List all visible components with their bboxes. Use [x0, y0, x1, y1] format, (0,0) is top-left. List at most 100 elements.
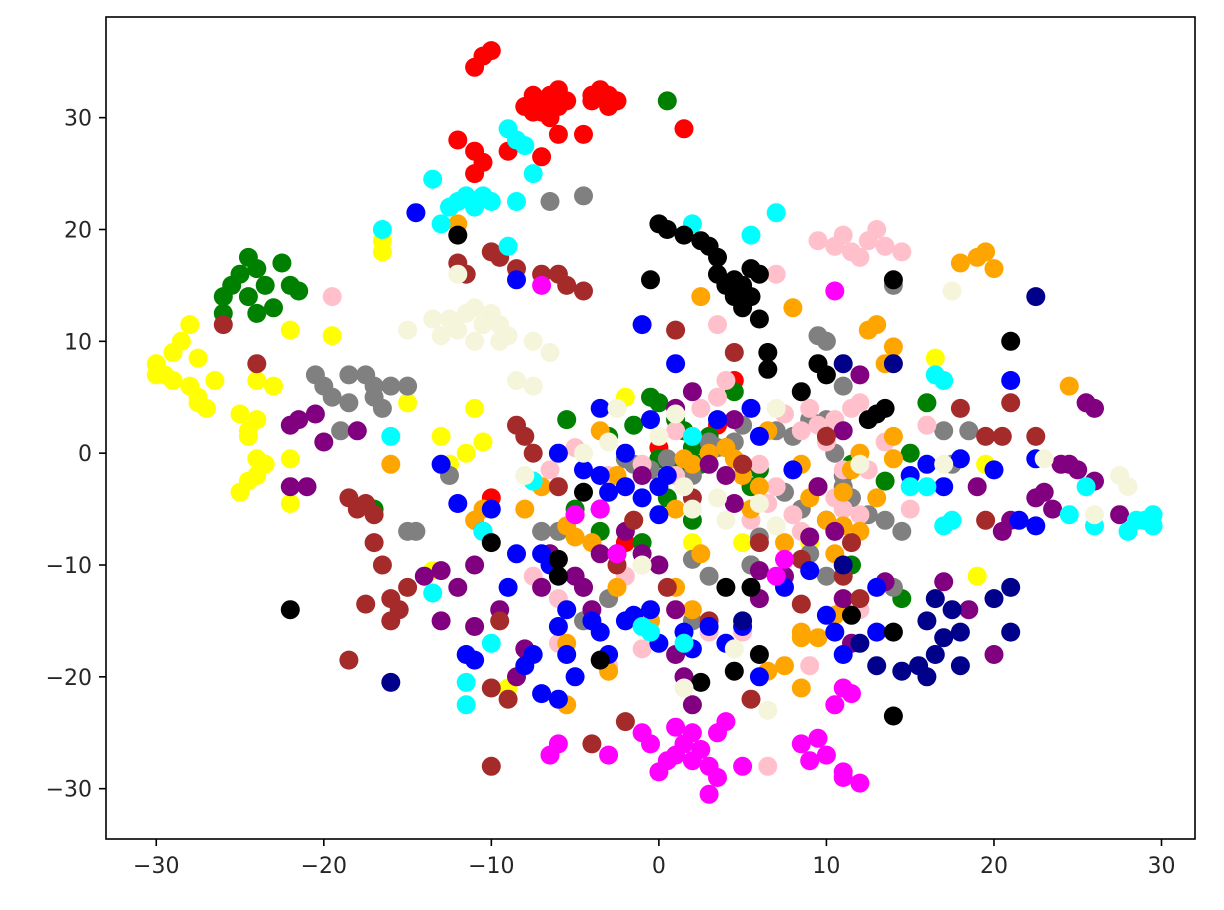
- data-point: [674, 225, 694, 245]
- data-point: [364, 505, 384, 525]
- data-points: [146, 41, 1163, 804]
- data-point: [213, 287, 233, 307]
- data-point: [1110, 466, 1130, 485]
- data-point: [733, 298, 753, 318]
- data-point: [1001, 622, 1021, 642]
- data-point: [682, 499, 702, 519]
- data-point: [733, 533, 753, 553]
- data-point: [741, 689, 761, 709]
- data-point: [691, 544, 711, 564]
- data-point: [791, 628, 811, 648]
- data-point: [682, 723, 702, 743]
- data-point: [791, 594, 811, 614]
- data-point: [146, 365, 166, 385]
- data-point: [347, 421, 367, 441]
- data-point: [339, 650, 359, 670]
- data-point: [867, 622, 887, 642]
- data-point: [548, 549, 568, 569]
- data-point: [1043, 499, 1063, 519]
- data-point: [548, 566, 568, 586]
- data-point: [272, 253, 292, 273]
- data-point: [314, 432, 334, 452]
- data-point: [875, 236, 895, 256]
- data-point: [934, 628, 954, 648]
- data-point: [398, 393, 418, 413]
- data-point: [716, 712, 736, 732]
- data-point: [976, 242, 996, 262]
- data-point: [247, 371, 267, 390]
- data-point: [523, 376, 543, 396]
- data-point: [900, 477, 920, 497]
- data-point: [816, 566, 836, 586]
- data-point: [599, 745, 619, 765]
- data-point: [163, 371, 183, 390]
- data-point: [850, 773, 870, 793]
- data-point: [741, 577, 761, 597]
- data-point: [783, 460, 803, 480]
- data-point: [816, 331, 836, 351]
- data-point: [708, 247, 727, 267]
- data-point: [649, 393, 669, 413]
- data-point: [900, 499, 920, 519]
- data-point: [599, 97, 619, 116]
- data-point: [749, 533, 769, 553]
- data-point: [548, 689, 568, 709]
- data-point: [766, 477, 786, 497]
- data-point: [456, 695, 476, 715]
- data-point: [917, 611, 937, 631]
- data-point: [523, 443, 543, 463]
- data-point: [716, 510, 736, 530]
- data-point: [917, 393, 937, 413]
- y-tick-label: 10: [64, 330, 92, 355]
- data-point: [414, 566, 434, 586]
- data-point: [850, 505, 870, 525]
- data-point: [339, 365, 359, 385]
- data-point: [959, 600, 979, 620]
- data-point: [708, 315, 727, 335]
- data-point: [833, 768, 853, 787]
- y-tick-label: −20: [46, 666, 92, 691]
- data-point: [481, 192, 501, 211]
- data-point: [833, 421, 853, 441]
- data-point: [691, 398, 711, 418]
- data-point: [825, 281, 845, 301]
- data-point: [532, 275, 552, 295]
- y-tick-label: −10: [46, 554, 92, 579]
- data-point: [532, 684, 552, 704]
- x-tick-label: −20: [301, 854, 347, 879]
- data-point: [297, 477, 317, 497]
- x-tick-label: 0: [652, 854, 666, 879]
- data-point: [925, 348, 945, 368]
- data-point: [892, 661, 912, 681]
- data-point: [850, 454, 870, 474]
- data-point: [699, 617, 719, 636]
- data-point: [934, 371, 954, 390]
- data-point: [624, 510, 644, 530]
- data-point: [800, 656, 820, 676]
- data-point: [800, 398, 820, 418]
- data-point: [322, 326, 342, 346]
- data-point: [456, 672, 476, 692]
- plot-frame: [105, 16, 1196, 840]
- data-point: [632, 639, 652, 659]
- data-point: [448, 264, 468, 284]
- data-point: [724, 410, 744, 430]
- data-point: [883, 622, 903, 642]
- data-point: [1034, 482, 1054, 502]
- data-point: [833, 589, 853, 609]
- data-point: [867, 315, 887, 335]
- data-point: [540, 192, 560, 211]
- data-point: [741, 398, 761, 418]
- data-point: [666, 600, 686, 620]
- data-point: [934, 572, 954, 592]
- data-point: [372, 555, 392, 575]
- data-point: [289, 281, 309, 301]
- data-point: [523, 164, 543, 184]
- data-point: [733, 454, 753, 474]
- data-point: [507, 192, 526, 211]
- data-point: [574, 124, 593, 144]
- data-point: [1068, 460, 1088, 480]
- data-point: [749, 477, 769, 497]
- data-point: [674, 633, 694, 653]
- data-point: [883, 449, 903, 469]
